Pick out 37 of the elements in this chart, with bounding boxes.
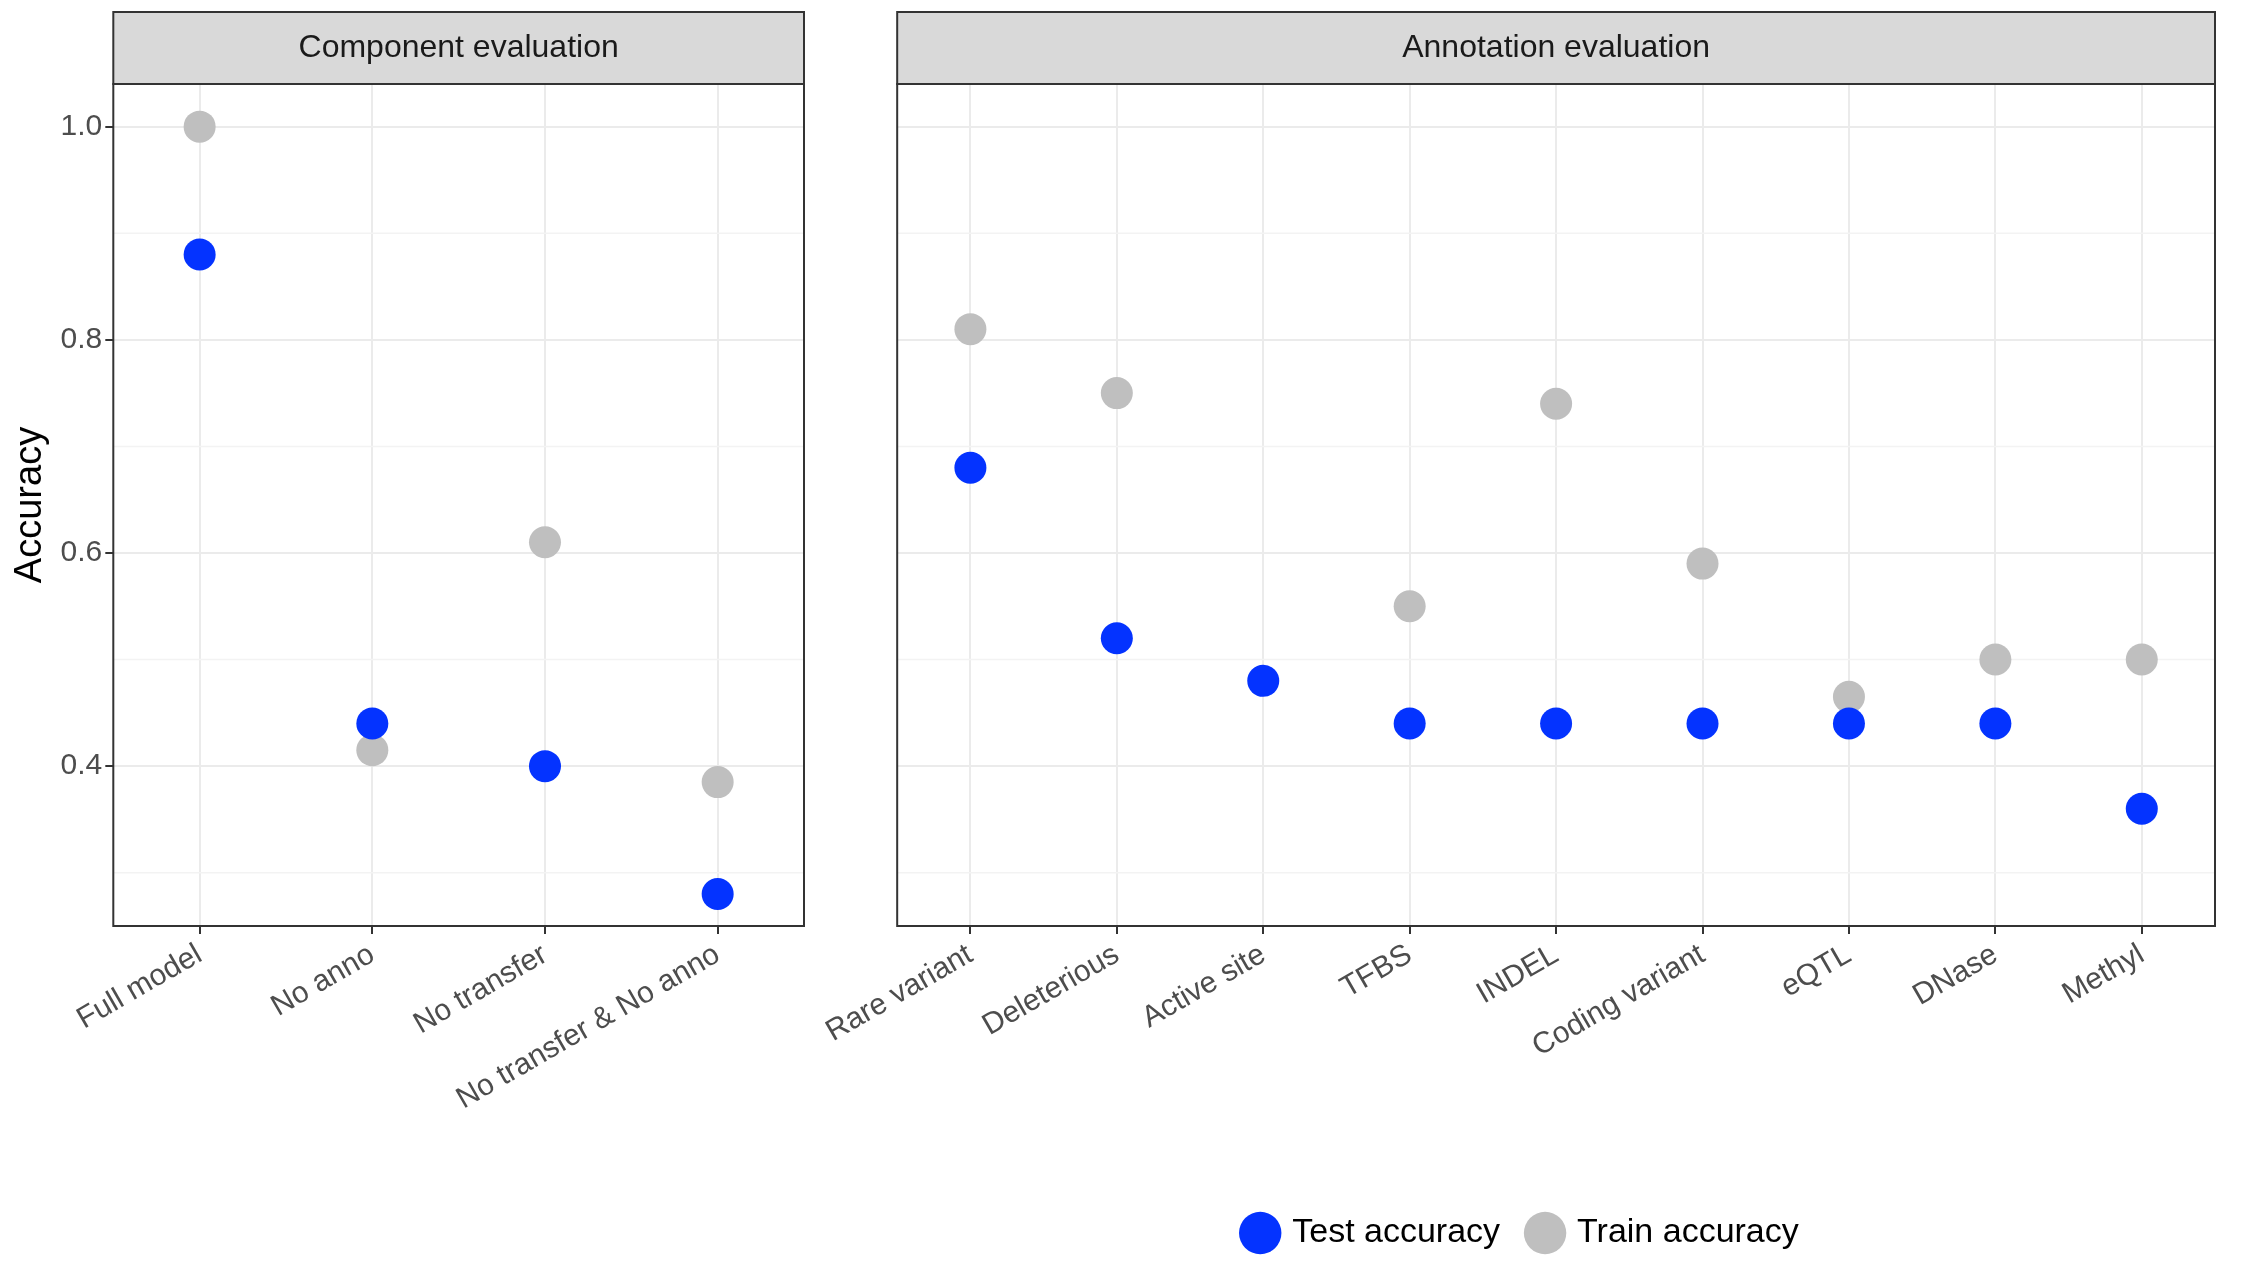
point [1100, 622, 1133, 655]
legend-label: Train accuracy [1577, 1211, 1799, 1250]
point [1393, 590, 1426, 623]
point [528, 750, 561, 783]
y-tick-label: 1.0 [60, 107, 103, 141]
chart-title: Component evaluation [298, 27, 619, 64]
point [1686, 547, 1719, 580]
legend-label: Test accuracy [1292, 1211, 1501, 1250]
point [2125, 792, 2158, 825]
point [1247, 664, 1280, 697]
chart-title: Annotation evaluation [1402, 27, 1710, 64]
point [1540, 707, 1573, 740]
point [701, 878, 734, 911]
point [1393, 707, 1426, 740]
point [1686, 707, 1719, 740]
point [1979, 707, 2012, 740]
x-tick-label: TFBS [1333, 936, 1417, 1004]
point [1100, 377, 1133, 410]
point [1979, 643, 2012, 676]
point [954, 451, 987, 484]
point [1832, 707, 1865, 740]
point [528, 526, 561, 559]
y-tick-label: 0.4 [60, 747, 103, 781]
x-tick-label: eQTL [1774, 936, 1857, 1003]
point [183, 110, 216, 143]
point [183, 238, 216, 271]
point [356, 707, 389, 740]
point [356, 734, 389, 767]
y-axis-title: Accuracy [7, 426, 50, 584]
point [1832, 680, 1865, 713]
x-tick-label: No anno [264, 936, 380, 1022]
point [2125, 643, 2158, 676]
y-tick-label: 0.6 [60, 534, 103, 568]
point [954, 313, 987, 346]
point [701, 766, 734, 799]
point [1540, 387, 1573, 420]
y-tick-label: 0.8 [60, 321, 103, 355]
